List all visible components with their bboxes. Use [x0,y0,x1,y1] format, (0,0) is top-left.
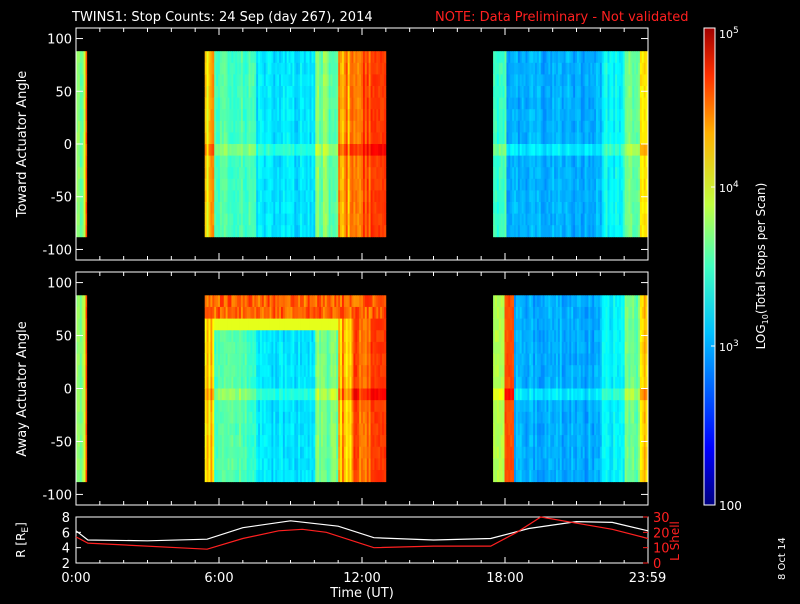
heatmap-cell [384,307,386,319]
heatmap-cell [86,400,88,412]
heatmap-cell [384,354,386,366]
heatmap-cell [86,109,88,121]
heatmap-cell [86,319,88,331]
heatmap-cell [86,342,88,354]
toward-axis-label: Toward Actuator Angle [15,71,30,218]
y-tick-label: -50 [51,191,72,206]
heatmap-cell [86,295,88,307]
heatmap-cell [86,365,88,377]
heatmap-cell [86,167,88,179]
heatmap-cell [384,98,386,110]
heatmap-cell [86,63,88,75]
heatmap-cell [86,214,88,226]
heatmap-cell [86,330,88,342]
preliminary-note: NOTE: Data Preliminary - Not validated [435,10,689,25]
heatmap-cell [384,51,386,63]
heatmap-cell [384,435,386,447]
heatmap-cell [384,400,386,412]
heatmap-cell [86,121,88,133]
heatmap-cell [384,330,386,342]
heatmap-cell [86,190,88,202]
heatmap-cell [384,190,386,202]
heatmap-cell [384,423,386,435]
heatmap-cell [384,389,386,401]
heatmap-cell [384,365,386,377]
heatmap-cell [384,458,386,470]
heatmap-cell [86,202,88,214]
heatmap-cell [86,51,88,63]
heatmap-cell [384,342,386,354]
page-title: TWINS1: Stop Counts: 24 Sep (day 267), 2… [71,10,373,25]
heatmap-cell [384,179,386,191]
heatmap-cell [86,447,88,459]
heatmap-cell [86,458,88,470]
heatmap-cell [86,144,88,156]
heatmap-cell [384,156,386,168]
heatmap-cell [86,389,88,401]
y-tick-label: 0 [64,138,72,153]
heatmap-cell [384,144,386,156]
y-tick-label: -100 [42,243,72,258]
heatmap-cell [384,225,386,237]
heatmap-cell [384,202,386,214]
heatmap-cell [384,295,386,307]
heatmap-cell [86,132,88,144]
heatmap-cell [384,74,386,86]
heatmap-cell [86,470,88,482]
heatmap-cell [86,423,88,435]
heatmap-cell [86,435,88,447]
heatmap-cell [384,86,386,98]
heatmap-cell [86,354,88,366]
heatmap-cell [86,225,88,237]
heatmap-cell [384,412,386,424]
heatmap-cell [86,86,88,98]
heatmap-cell [86,179,88,191]
heatmap-cell [384,470,386,482]
heatmap-cell [384,132,386,144]
heatmap-cell [384,63,386,75]
heatmap-cell [86,156,88,168]
heatmap-cell [384,214,386,226]
heatmap-cell [384,447,386,459]
heatmap-cell [384,377,386,389]
y-tick-label: 100 [47,33,72,48]
heatmap-cell [384,109,386,121]
heatmap-cell [86,377,88,389]
heatmap-cell [86,412,88,424]
heatmap-cell [384,167,386,179]
heatmap-cell [384,319,386,331]
heatmap-cell [384,121,386,133]
heatmap-cell [86,74,88,86]
y-tick-label: 50 [55,85,72,100]
toward-panel: 100 50 0 -50 -100 Toward Actuator Angle [15,28,648,260]
heatmap-cell [86,98,88,110]
heatmap-cell [86,307,88,319]
